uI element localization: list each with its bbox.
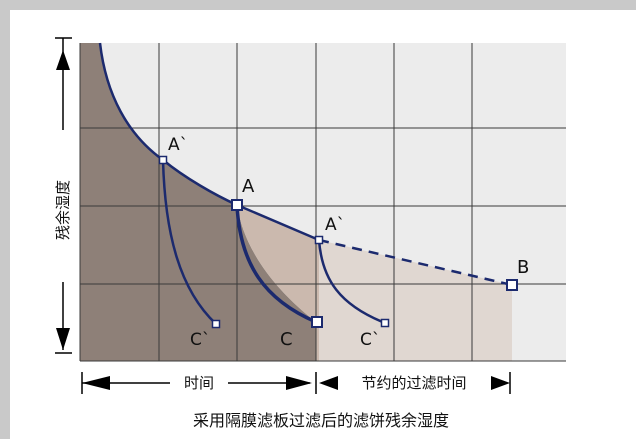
x-axis-saved-time-arrow bbox=[319, 372, 511, 394]
branch-curve-right bbox=[317, 239, 386, 325]
figure-frame: A` A A` B C` C C` 残余湿度 时间 节约的过滤时间 采用隔膜滤板… bbox=[10, 10, 636, 439]
region-membrane-filtration bbox=[237, 205, 319, 361]
y-axis-label: 残余湿度 bbox=[54, 180, 72, 240]
label-c-prime-left: C` bbox=[190, 330, 210, 350]
y-axis-arrow bbox=[55, 37, 72, 354]
grid bbox=[79, 43, 566, 362]
point-markers bbox=[158, 155, 518, 329]
figure-caption: 采用隔膜滤板过滤后的滤饼残余湿度 bbox=[193, 411, 449, 430]
x-saved-time-label: 节约的过滤时间 bbox=[361, 374, 466, 392]
label-a-prime-lower: A` bbox=[325, 215, 345, 235]
x-time-label: 时间 bbox=[184, 374, 214, 392]
label-c-prime-right: C` bbox=[360, 330, 380, 350]
label-a-prime-upper: A` bbox=[168, 135, 188, 155]
label-b: B bbox=[517, 257, 529, 278]
label-a: A bbox=[242, 176, 255, 197]
region-saved-time bbox=[319, 240, 512, 361]
branch-curve-left bbox=[161, 159, 217, 325]
x-axis-time-arrow bbox=[81, 372, 317, 394]
filter-cake-moisture-diagram: A` A A` B C` C C` 残余湿度 时间 节约的过滤时间 采用隔膜滤板… bbox=[54, 37, 566, 430]
branch-curve-middle bbox=[235, 204, 317, 324]
label-c: C bbox=[280, 329, 293, 350]
region-standard-filtration bbox=[80, 43, 316, 361]
